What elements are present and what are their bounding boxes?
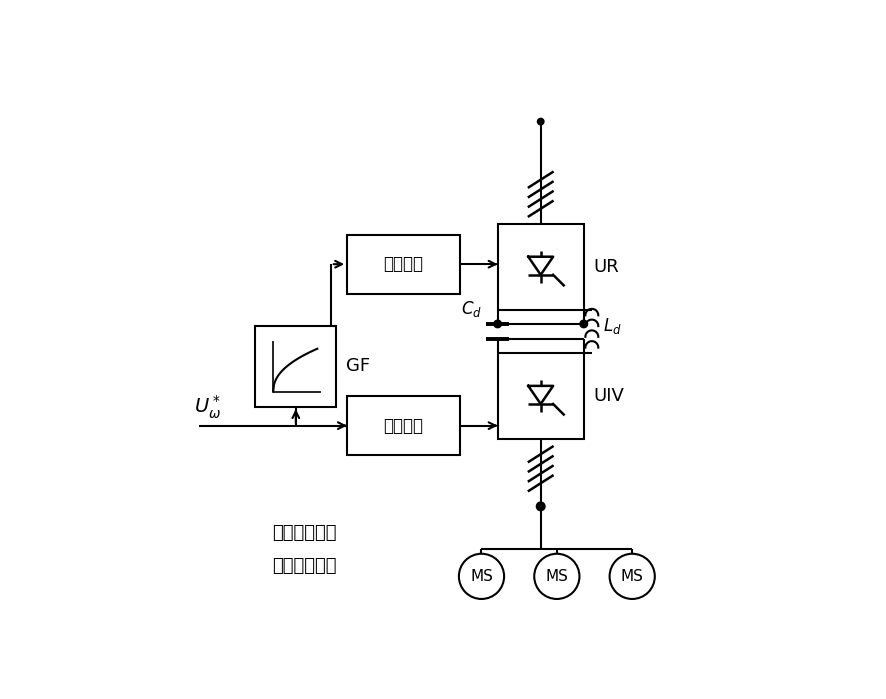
Text: MS: MS: [470, 569, 493, 584]
Bar: [346, 396, 460, 455]
Text: $C_d$: $C_d$: [461, 299, 481, 319]
Bar: [497, 224, 583, 310]
Circle shape: [537, 118, 543, 125]
Text: GF: GF: [346, 357, 369, 375]
Text: $U_\omega^*$: $U_\omega^*$: [193, 394, 221, 421]
Text: $L_d$: $L_d$: [602, 316, 620, 336]
Text: MS: MS: [620, 569, 643, 584]
Circle shape: [536, 502, 544, 511]
Bar: [346, 235, 460, 294]
Text: 频率控制: 频率控制: [383, 417, 423, 435]
Bar: [497, 353, 583, 439]
Circle shape: [494, 320, 501, 328]
Text: MS: MS: [545, 569, 568, 584]
Text: 永磁或磁阰式: 永磁或磁阰式: [271, 524, 336, 542]
Text: UR: UR: [593, 258, 618, 276]
Circle shape: [579, 320, 587, 328]
Text: UIV: UIV: [593, 387, 624, 405]
Text: 电压控制: 电压控制: [383, 255, 423, 273]
Bar: [255, 326, 336, 407]
Text: 同步电动机群: 同步电动机群: [271, 556, 336, 575]
